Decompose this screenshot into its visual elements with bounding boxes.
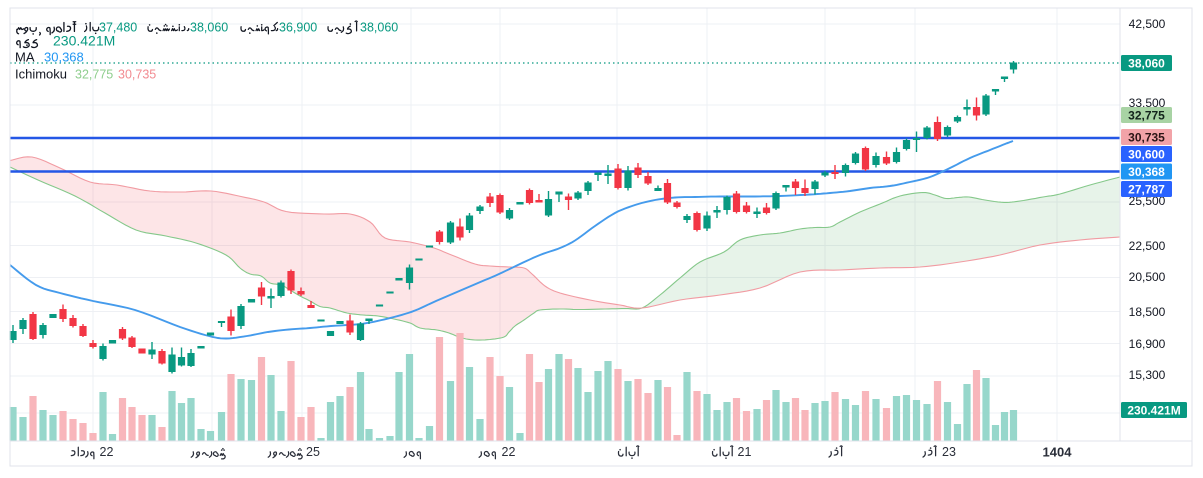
svg-text:30,368: 30,368 [44, 50, 84, 65]
svg-text:30,600: 30,600 [1128, 147, 1165, 161]
svg-text:MA: MA [15, 50, 35, 65]
svg-text:30,735: 30,735 [1128, 130, 1165, 144]
svg-text:230.421M: 230.421M [1127, 403, 1180, 417]
svg-text:32,775: 32,775 [1128, 108, 1165, 122]
svg-text:42,500: 42,500 [1129, 17, 1166, 31]
svg-text:30,735: 30,735 [118, 68, 156, 82]
svg-text:22: 22 [100, 445, 114, 459]
svg-text:23: 23 [942, 445, 956, 459]
svg-text:27,787: 27,787 [1128, 182, 1165, 196]
svg-text:25,500: 25,500 [1129, 194, 1166, 208]
svg-text:230.421M: 230.421M [53, 33, 115, 49]
svg-text:36,900: 36,900 [279, 21, 317, 35]
svg-text:22,500: 22,500 [1129, 239, 1166, 253]
svg-text:33,500: 33,500 [1129, 96, 1166, 110]
svg-text:18,500: 18,500 [1129, 305, 1166, 319]
svg-text:15,300: 15,300 [1129, 368, 1166, 382]
svg-text:22: 22 [502, 445, 516, 459]
svg-text:1404: 1404 [1043, 445, 1073, 460]
svg-text:Ichimoku: Ichimoku [15, 67, 67, 82]
svg-text:21: 21 [738, 445, 752, 459]
svg-text:38,060: 38,060 [360, 21, 398, 35]
svg-text:38,060: 38,060 [1128, 56, 1165, 70]
svg-text:20,500: 20,500 [1129, 270, 1166, 284]
svg-text:32,775: 32,775 [75, 68, 113, 82]
svg-text:38,060: 38,060 [190, 21, 228, 35]
svg-text:30,368: 30,368 [1128, 165, 1165, 179]
svg-text:37,480: 37,480 [99, 21, 137, 35]
svg-text:25: 25 [306, 445, 320, 459]
svg-text:16,900: 16,900 [1129, 337, 1166, 351]
